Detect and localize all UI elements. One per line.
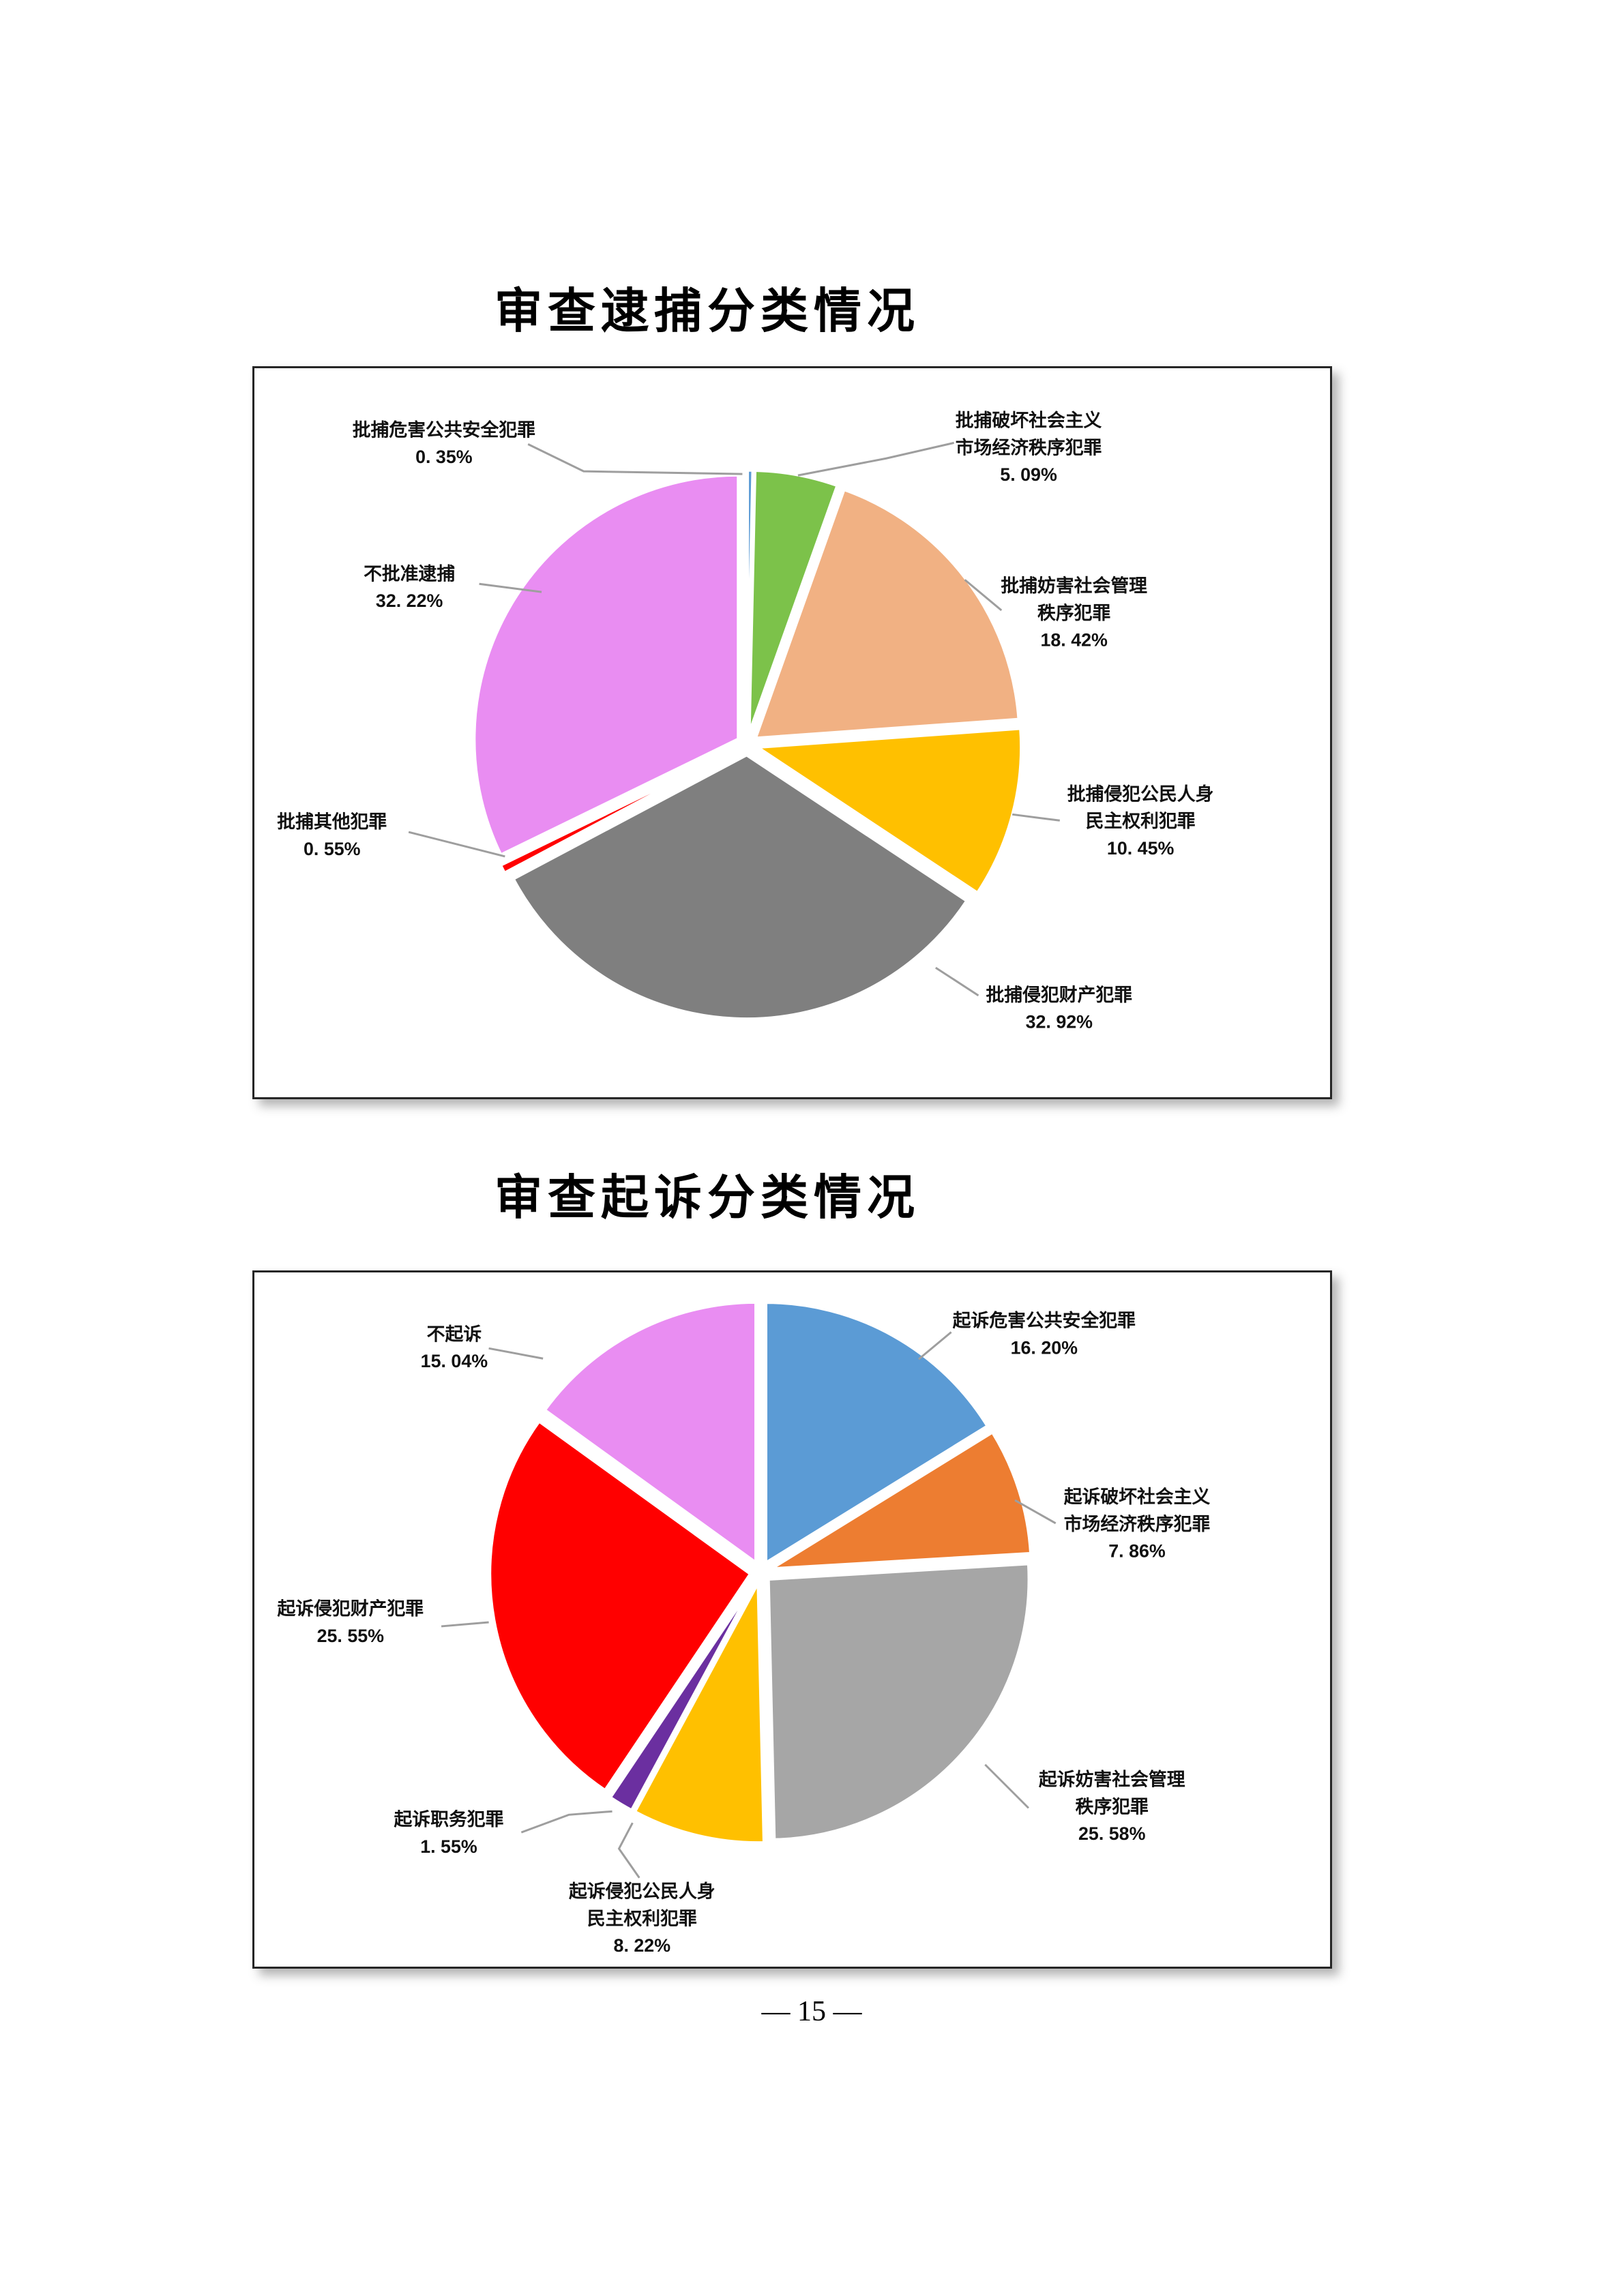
slice-label: 批捕破坏社会主义市场经济秩序犯罪 5. 09%	[956, 410, 1102, 486]
label-leader-line	[964, 579, 1003, 612]
pie-slice	[488, 1419, 753, 1793]
label-leader-line	[408, 831, 505, 858]
slice-label: 批捕其他犯罪 0. 55%	[277, 811, 387, 859]
slice-label: 批捕侵犯公民人身民主权利犯罪 10. 45%	[1067, 783, 1214, 859]
pie-slice	[542, 1300, 758, 1565]
page-number: — 15 —	[761, 1996, 862, 2027]
pie-slice	[766, 1562, 1031, 1842]
label-leader-line	[488, 1347, 544, 1360]
label-leader-line	[1012, 813, 1060, 822]
pie-slice	[747, 468, 840, 736]
slice-label: 批捕危害公共安全犯罪 0. 35%	[353, 419, 535, 467]
slice-label: 起诉破坏社会主义市场经济秩序犯罪 7. 86%	[1064, 1486, 1211, 1562]
slice-label: 起诉侵犯财产犯罪 25. 55%	[278, 1598, 424, 1646]
label-leader-line	[479, 582, 542, 593]
pie-slice	[745, 468, 755, 736]
slice-label: 不批准逮捕 32. 22%	[364, 563, 455, 611]
slice-label: 起诉妨害社会管理秩序犯罪 25. 58%	[1039, 1769, 1185, 1845]
label-leader-line	[1014, 1499, 1057, 1525]
pie-slice	[753, 488, 1021, 741]
label-leader-line	[935, 966, 979, 997]
slice-label: 起诉职务犯罪 1. 55%	[394, 1809, 503, 1857]
slice-label: 起诉侵犯公民人身民主权利犯罪 8. 22%	[569, 1881, 715, 1956]
prosecution-chart-frame: 起诉危害公共安全犯罪 16. 20% 起诉破坏社会主义市场经济秩序犯罪 7. 86% 起…	[252, 1270, 1332, 1969]
pie-slice	[769, 1430, 1033, 1571]
slice-label: 批捕妨害社会管理秩序犯罪 18. 42%	[1001, 575, 1147, 651]
pie-slice	[764, 1300, 990, 1565]
label-leader-line	[797, 441, 955, 477]
label-leader-line	[917, 1331, 952, 1360]
pie-slice	[632, 1580, 766, 1845]
label-leader-line	[984, 1763, 1030, 1809]
prosecution-chart-title: 审查起诉分类情况	[494, 1171, 920, 1224]
label-leader-line	[520, 1810, 612, 1834]
pie-slice	[511, 753, 969, 1022]
label-leader-line	[441, 1621, 489, 1628]
prosecution-pie-chart: 起诉危害公共安全犯罪 16. 20% 起诉破坏社会主义市场经济秩序犯罪 7. 86% 起…	[278, 1300, 1211, 1956]
slice-label: 批捕侵犯财产犯罪 32. 92%	[986, 985, 1132, 1032]
label-leader-line	[527, 443, 743, 475]
pie-slice	[472, 473, 741, 857]
pie-slice	[608, 1579, 758, 1813]
label-leader-line	[617, 1822, 640, 1879]
pie-slice	[499, 747, 740, 876]
arrest-pie-chart: 批捕危害公共安全犯罪 0. 35% 批捕破坏社会主义市场经济秩序犯罪 5. 09% 批捕…	[277, 410, 1214, 1032]
slice-label: 不起诉 15. 04%	[421, 1324, 488, 1371]
arrest-chart-frame: 批捕危害公共安全犯罪 0. 35% 批捕破坏社会主义市场经济秩序犯罪 5. 09% 批捕…	[252, 366, 1332, 1099]
slice-label: 起诉危害公共安全犯罪 16. 20%	[953, 1310, 1136, 1358]
arrest-chart-title: 审查逮捕分类情况	[494, 284, 920, 338]
